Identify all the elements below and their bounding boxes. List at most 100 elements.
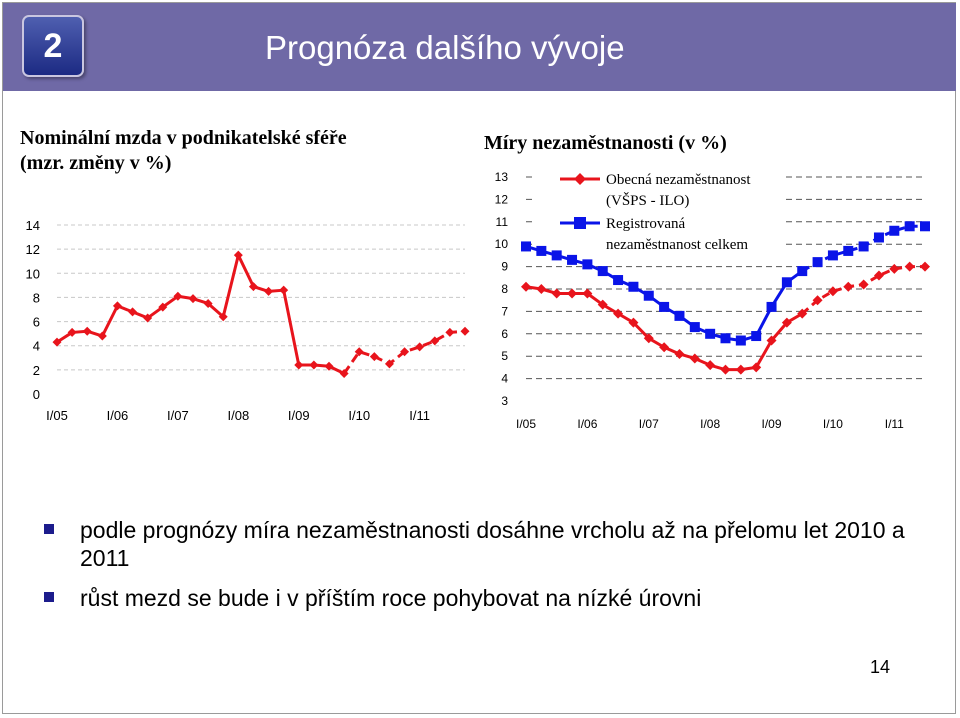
y-tick-label: 6 bbox=[501, 327, 508, 341]
y-tick-label: 9 bbox=[501, 260, 508, 274]
slide-header: 2 Prognóza dalšího vývoje bbox=[3, 3, 956, 91]
bullet-text: růst mezd se bude i v příštím roce pohyb… bbox=[80, 585, 702, 611]
ilo-point bbox=[858, 279, 869, 290]
x-tick-label: I/09 bbox=[288, 408, 310, 423]
registered-point bbox=[613, 275, 624, 286]
ilo-point bbox=[689, 353, 700, 364]
x-tick-label: I/09 bbox=[762, 417, 782, 431]
bullet-list: podle prognózy míra nezaměstnanosti dosá… bbox=[40, 516, 940, 624]
ilo-point bbox=[720, 364, 731, 375]
y-tick-label: 3 bbox=[501, 394, 508, 408]
y-tick-label: 11 bbox=[496, 215, 509, 229]
ilo-point bbox=[812, 295, 823, 306]
wage-point bbox=[264, 286, 274, 296]
x-tick-label: I/06 bbox=[107, 408, 129, 423]
wage-point bbox=[52, 337, 62, 347]
wage-point bbox=[248, 282, 258, 292]
ilo-point bbox=[904, 261, 915, 272]
y-tick-label: 10 bbox=[495, 237, 509, 251]
y-tick-label: 10 bbox=[26, 266, 40, 281]
registered-point bbox=[766, 301, 777, 312]
wage-chart-title-line-2: (mzr. změny v %) bbox=[20, 152, 172, 174]
registered-point bbox=[797, 266, 808, 277]
wage-point bbox=[112, 301, 122, 311]
wage-point bbox=[339, 368, 349, 378]
ilo-point bbox=[751, 362, 762, 373]
ilo-point bbox=[781, 317, 792, 328]
wage-chart-title-line-1: Nominální mzda v podnikatelské sféře bbox=[20, 127, 347, 149]
registered-point bbox=[567, 254, 578, 265]
ilo-point bbox=[582, 288, 593, 299]
x-tick-label: I/07 bbox=[639, 417, 659, 431]
bullet-item: podle prognózy míra nezaměstnanosti dosá… bbox=[40, 516, 940, 572]
ilo-point bbox=[536, 284, 547, 294]
wage-point bbox=[369, 352, 379, 362]
registered-point bbox=[705, 328, 716, 339]
ilo-point bbox=[551, 288, 562, 299]
x-tick-label: I/11 bbox=[885, 417, 904, 431]
wage-point bbox=[294, 360, 304, 370]
wage-point bbox=[309, 360, 319, 370]
y-tick-label: 14 bbox=[26, 218, 40, 233]
ilo-point bbox=[797, 308, 808, 319]
ilo-point bbox=[705, 360, 716, 371]
wage-point bbox=[203, 298, 213, 308]
legend-square-icon bbox=[574, 217, 586, 229]
wage-point bbox=[82, 326, 92, 336]
registered-point bbox=[827, 250, 838, 261]
y-tick-label: 0 bbox=[33, 387, 40, 402]
y-tick-label: 12 bbox=[26, 242, 40, 257]
registered-point bbox=[689, 322, 700, 333]
registered-point bbox=[812, 257, 823, 268]
bullet-square-icon bbox=[44, 524, 54, 534]
registered-point bbox=[858, 241, 869, 252]
wage-point bbox=[430, 336, 440, 346]
legend-label: nezaměstnanost celkem bbox=[606, 237, 748, 253]
wage-line-actual bbox=[56, 253, 345, 375]
unemployment-line-forecast bbox=[801, 265, 925, 315]
ilo-point bbox=[827, 286, 838, 297]
ilo-point bbox=[628, 317, 639, 328]
bullet-square-icon bbox=[44, 592, 54, 602]
wage-point bbox=[400, 347, 410, 357]
x-tick-label: I/08 bbox=[700, 417, 720, 431]
ilo-point bbox=[735, 364, 746, 375]
wage-point bbox=[173, 291, 183, 301]
wage-point bbox=[128, 307, 138, 317]
registered-point bbox=[889, 225, 900, 236]
registered-point bbox=[781, 277, 792, 288]
registered-point bbox=[597, 266, 608, 277]
ilo-point bbox=[873, 270, 884, 281]
ilo-point bbox=[659, 342, 670, 353]
registered-point bbox=[843, 245, 854, 256]
legend-label: Obecná nezaměstnanost bbox=[606, 172, 751, 188]
wage-point bbox=[97, 331, 107, 341]
x-tick-label: I/05 bbox=[516, 417, 536, 431]
wage-point bbox=[460, 326, 470, 336]
page-number: 14 bbox=[870, 657, 891, 677]
ilo-point bbox=[613, 308, 624, 319]
registered-point bbox=[582, 259, 593, 270]
wage-chart-title: Nominální mzda v podnikatelské sféře (mz… bbox=[20, 126, 347, 176]
x-tick-label: I/05 bbox=[46, 408, 68, 423]
bullet-text: podle prognózy míra nezaměstnanosti dosá… bbox=[80, 517, 905, 571]
registered-point bbox=[659, 301, 670, 312]
registered-point bbox=[551, 250, 562, 261]
ilo-point bbox=[920, 261, 930, 272]
legend-diamond-icon bbox=[574, 173, 586, 185]
wage-point bbox=[279, 285, 289, 295]
y-tick-label: 2 bbox=[33, 363, 40, 378]
wage-point bbox=[233, 250, 243, 260]
unemployment-chart-title: Míry nezaměstnanosti (v %) bbox=[484, 132, 727, 154]
ilo-point bbox=[889, 263, 900, 274]
y-tick-label: 13 bbox=[495, 170, 509, 184]
registered-point bbox=[536, 245, 547, 256]
wage-point bbox=[354, 347, 364, 357]
wage-point bbox=[324, 361, 334, 371]
ilo-point bbox=[674, 348, 685, 359]
registered-point bbox=[628, 281, 639, 292]
y-tick-label: 4 bbox=[33, 339, 40, 354]
ilo-point bbox=[567, 288, 578, 299]
